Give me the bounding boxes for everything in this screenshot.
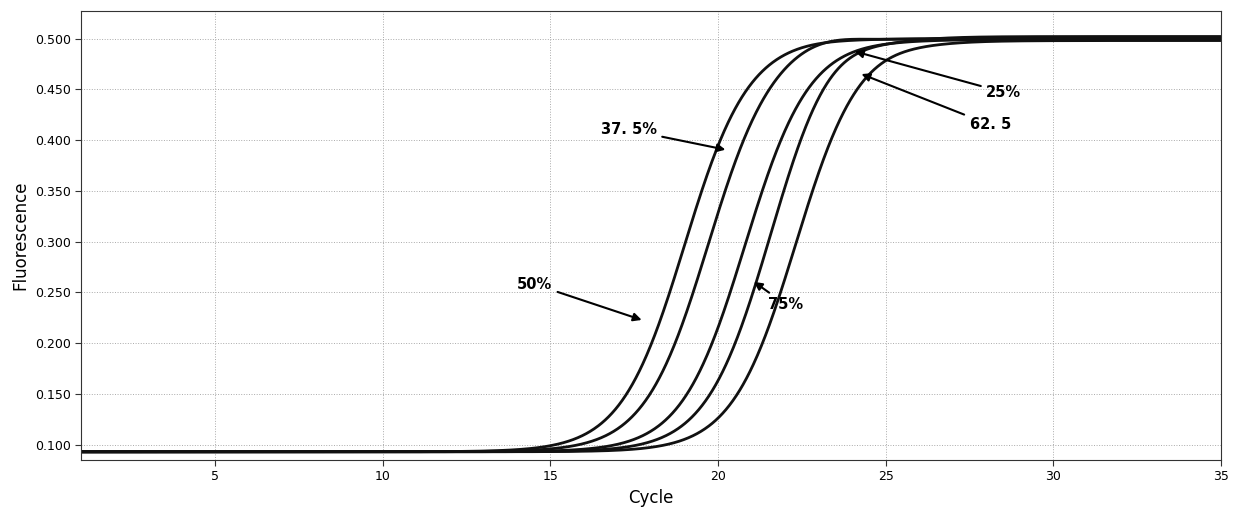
Text: 75%: 75%: [755, 283, 804, 312]
X-axis label: Cycle: Cycle: [629, 489, 673, 507]
Text: 25%: 25%: [857, 51, 1022, 100]
Text: 62. 5: 62. 5: [863, 74, 1011, 132]
Text: 50%: 50%: [517, 277, 640, 320]
Text: 37. 5%: 37. 5%: [600, 122, 723, 151]
Y-axis label: Fluorescence: Fluorescence: [11, 181, 29, 290]
